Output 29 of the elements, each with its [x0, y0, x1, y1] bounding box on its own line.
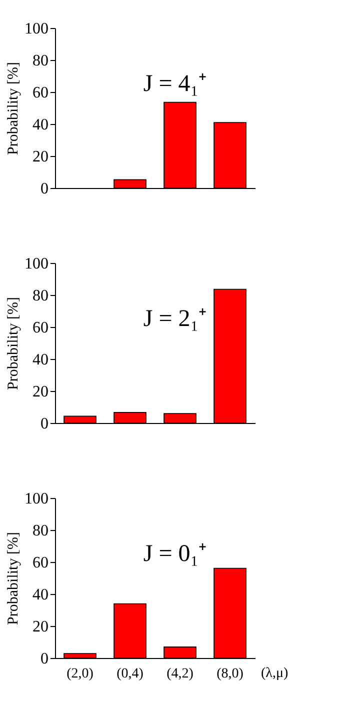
x-tick-label: (0,4) [116, 666, 144, 682]
annotation: J = 0₁⁺ [143, 541, 207, 567]
x-tick-label: (8,0) [216, 666, 244, 682]
y-tick-label: 100 [24, 490, 48, 508]
x-axis-title: (λ,μ) [261, 666, 288, 681]
annotation: J = 4₁⁺ [143, 71, 207, 97]
x-tick-label: (4,2) [166, 666, 194, 682]
y-axis-title: Probability [%] [6, 532, 22, 625]
y-tick-label: 60 [32, 320, 48, 336]
y-tick-label: 40 [32, 116, 48, 134]
y-tick-label: 0 [40, 180, 48, 198]
y-tick-label: 60 [32, 84, 48, 102]
y-tick-label: 60 [32, 554, 48, 572]
y-tick-label: 20 [32, 618, 48, 636]
y-tick-label: 40 [32, 586, 48, 604]
y-tick-label: 20 [32, 148, 48, 166]
y-axis-title: Probability [%] [6, 62, 22, 155]
y-tick-label: 80 [32, 288, 48, 304]
y-tick-label: 0 [40, 416, 48, 432]
y-tick-label: 80 [32, 52, 48, 70]
y-tick-label: 0 [40, 650, 48, 668]
y-tick-label: 80 [32, 522, 48, 540]
y-tick-label: 100 [24, 256, 48, 272]
y-tick-label: 40 [32, 352, 48, 368]
x-tick-label: (2,0) [66, 666, 94, 682]
y-tick-label: 100 [24, 20, 48, 38]
y-tick-label: 20 [32, 384, 48, 400]
annotation: J = 2₁⁺ [143, 306, 207, 332]
y-axis-title: Probability [%] [6, 297, 22, 390]
